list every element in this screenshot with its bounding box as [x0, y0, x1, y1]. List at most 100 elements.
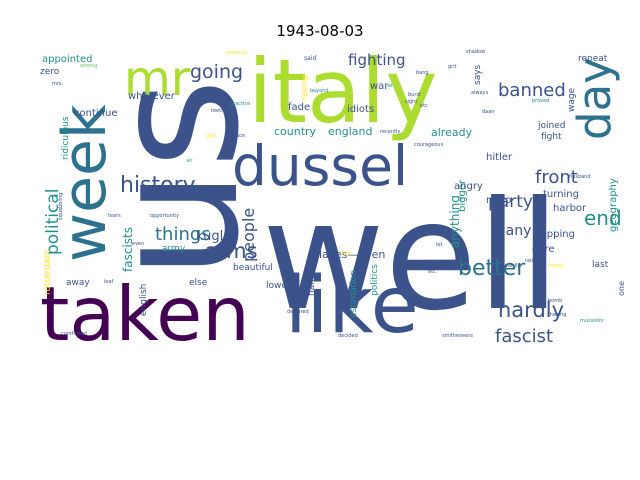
- word-38: hitler: [486, 152, 513, 163]
- word-95: fall: [497, 209, 505, 215]
- word-2: italy: [248, 40, 437, 143]
- word-107: let: [436, 242, 442, 248]
- word-41: angry: [454, 181, 483, 192]
- word-46: last: [592, 260, 609, 270]
- word-32: appointed: [42, 54, 92, 65]
- word-9: history: [120, 173, 196, 198]
- word-22: fighting: [348, 51, 406, 69]
- word-61: estimation: [349, 270, 359, 318]
- word-50: joined: [537, 121, 565, 131]
- word-94: cowardly: [498, 263, 520, 269]
- word-67: morning: [226, 50, 247, 56]
- word-62: away: [66, 278, 90, 288]
- word-35: fade: [288, 102, 310, 113]
- word-48: says: [473, 64, 483, 85]
- word-84: recently: [380, 129, 400, 135]
- word-63: english: [139, 284, 149, 316]
- word-3: taken: [40, 270, 250, 358]
- word-10: better: [458, 256, 526, 281]
- word-15: banned: [498, 80, 566, 101]
- word-56: else: [189, 278, 208, 288]
- word-103: mussolini: [580, 318, 604, 324]
- word-105: smithereens: [442, 333, 473, 339]
- word-76: grit: [448, 64, 457, 70]
- word-78: burst: [408, 92, 421, 98]
- word-19: party: [488, 192, 533, 212]
- word-18: front: [535, 167, 578, 188]
- word-43: harbor: [553, 203, 587, 214]
- word-92: even: [132, 241, 144, 247]
- word-13: arms: [205, 239, 258, 263]
- word-16: fascist: [495, 326, 553, 347]
- word-27: places—even: [312, 248, 385, 261]
- word-88: god: [206, 133, 215, 139]
- word-74: shadow: [466, 49, 485, 55]
- word-23: many: [492, 223, 531, 239]
- word-100: declared: [287, 309, 309, 315]
- word-97: nearly: [548, 263, 564, 269]
- word-26: anything: [448, 195, 462, 248]
- word-30: already: [431, 126, 473, 139]
- word-45: dare: [532, 244, 555, 255]
- word-55: army: [162, 244, 186, 254]
- word-5: dussel: [232, 134, 408, 198]
- word-82: proved: [532, 98, 549, 104]
- word-91: squabbling: [58, 193, 64, 220]
- word-59: hamburg: [307, 255, 317, 296]
- word-25: fascists: [121, 227, 135, 272]
- word-40: bigger: [457, 179, 468, 212]
- word-28: country: [274, 125, 317, 138]
- word-99: leaf: [104, 279, 114, 285]
- chart-title: 1943-08-03: [276, 22, 364, 40]
- word-14: going: [190, 61, 243, 83]
- word-65: one: [617, 281, 626, 296]
- word-1: us: [75, 78, 278, 280]
- word-64: taking: [300, 75, 309, 100]
- word-81: daan: [482, 109, 494, 115]
- word-8: mr: [124, 51, 191, 107]
- word-98: etc.: [428, 269, 438, 275]
- word-0: well: [262, 170, 560, 344]
- word-42: turning: [543, 189, 579, 200]
- word-83: truce: [232, 133, 245, 139]
- word-17: things: [155, 224, 211, 245]
- word-77: always: [471, 90, 489, 96]
- word-75: bang: [416, 70, 429, 76]
- word-85: courageous: [414, 142, 444, 148]
- word-79: sight: [405, 99, 417, 105]
- word-21: people: [239, 208, 258, 262]
- word-44: slipping: [536, 229, 575, 240]
- word-7: day: [568, 57, 621, 140]
- word-70: teeth: [211, 108, 224, 114]
- word-72: beyond: [310, 88, 329, 94]
- word-68: among: [80, 63, 97, 69]
- word-52: zero: [40, 67, 60, 77]
- word-51: fight: [541, 132, 562, 142]
- word-6: week: [50, 104, 120, 262]
- word-29: england: [328, 125, 372, 138]
- word-11: hardly: [498, 298, 564, 322]
- word-102: shaking: [547, 312, 566, 318]
- word-4: like: [285, 261, 419, 351]
- word-36: idiots: [347, 104, 374, 115]
- word-54: rotterdam: [43, 250, 53, 295]
- word-20: political: [43, 188, 63, 255]
- word-53: ridiculous: [61, 116, 71, 160]
- word-73: cat: [385, 83, 393, 89]
- word-71: practice: [230, 101, 250, 107]
- word-12: end: [584, 206, 622, 230]
- word-39: radio: [486, 195, 511, 206]
- word-86: husband: [569, 174, 591, 180]
- word-96: raid: [525, 258, 535, 264]
- word-69: mrs.: [52, 81, 64, 87]
- word-101: bomb: [548, 298, 562, 304]
- word-37: war: [370, 81, 389, 92]
- word-58: lower: [266, 281, 291, 291]
- word-57: beautiful: [233, 263, 273, 273]
- word-104: decided: [338, 333, 358, 339]
- word-24: kugler: [196, 229, 237, 244]
- word-60: politics: [370, 264, 380, 296]
- word-90: tears: [108, 213, 121, 219]
- word-80: etc: [420, 103, 428, 109]
